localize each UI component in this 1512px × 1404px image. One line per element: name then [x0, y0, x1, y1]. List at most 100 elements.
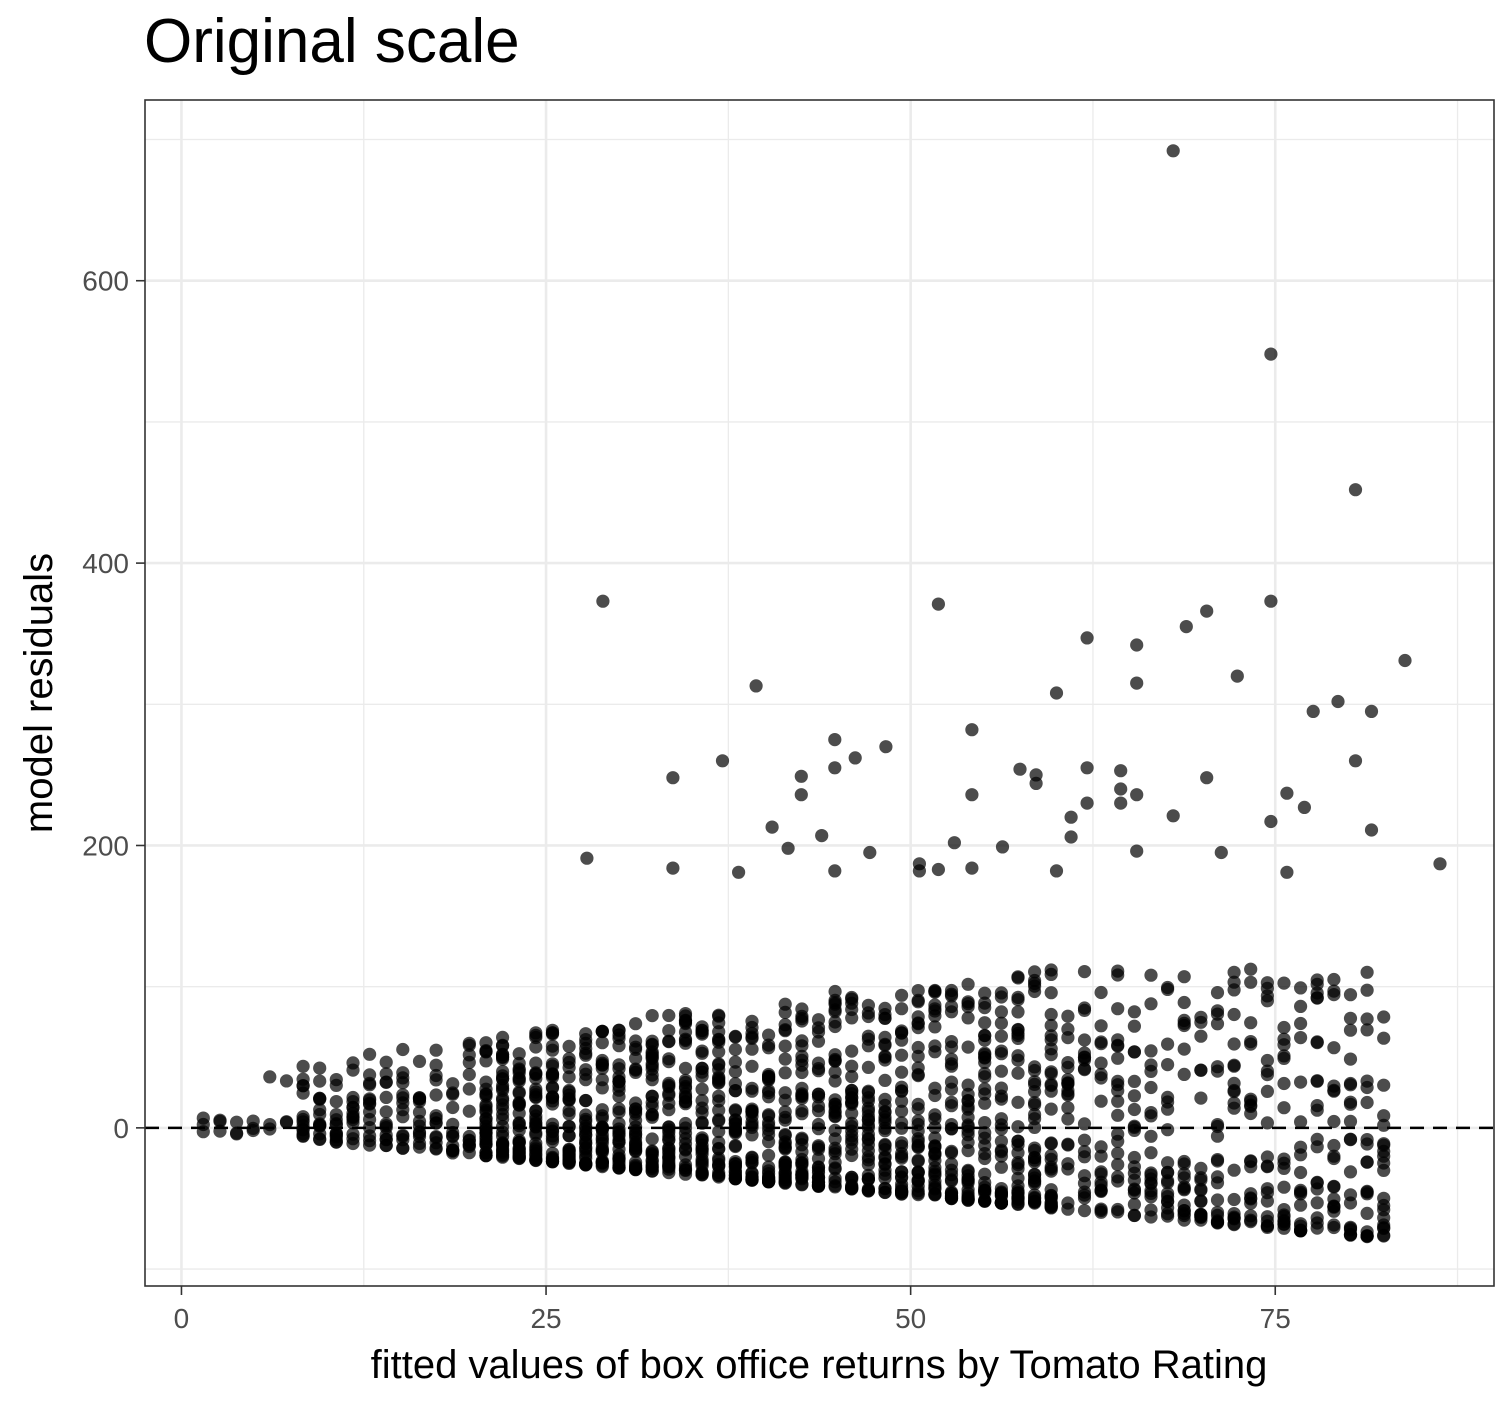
- data-point: [562, 1129, 576, 1143]
- data-point: [629, 1017, 643, 1031]
- data-point: [629, 1120, 643, 1134]
- data-point: [595, 1073, 609, 1087]
- data-point: [346, 1063, 360, 1077]
- data-point: [645, 1164, 659, 1178]
- data-point: [363, 1093, 377, 1107]
- data-point: [1227, 1076, 1241, 1090]
- data-point: [1244, 1035, 1258, 1049]
- data-point: [512, 1136, 526, 1150]
- data-point: [944, 1146, 959, 1160]
- data-point: [861, 1091, 876, 1105]
- data-point: [1264, 814, 1278, 829]
- data-point: [662, 1088, 676, 1102]
- data-point: [1177, 970, 1191, 984]
- data-point: [1177, 1182, 1191, 1196]
- data-point: [529, 1028, 543, 1042]
- plot-border: [144, 99, 1495, 1287]
- data-point: [396, 1066, 410, 1080]
- data-point: [994, 1016, 1009, 1030]
- data-point: [1343, 1052, 1358, 1066]
- data-point: [479, 1138, 493, 1152]
- data-point: [1044, 1048, 1058, 1062]
- data-point: [895, 1026, 909, 1040]
- data-point: [1260, 1150, 1274, 1164]
- data-point: [845, 1142, 859, 1156]
- data-point: [1260, 1159, 1274, 1173]
- data-point: [595, 1160, 609, 1174]
- data-point: [1061, 1162, 1075, 1176]
- data-point: [961, 1124, 975, 1138]
- data-point: [1360, 965, 1374, 979]
- data-point: [1244, 1016, 1258, 1030]
- data-point: [1294, 1016, 1308, 1031]
- data-point: [1297, 800, 1311, 815]
- data-point: [1327, 1083, 1341, 1097]
- data-point: [1227, 965, 1241, 979]
- data-point: [1310, 1176, 1324, 1190]
- data-point: [1064, 830, 1078, 844]
- data-point: [745, 1150, 759, 1164]
- data-point: [529, 1104, 543, 1118]
- data-point: [828, 1171, 842, 1185]
- data-point: [1360, 1133, 1374, 1147]
- data-point: [1077, 1117, 1092, 1131]
- data-point: [1194, 1015, 1208, 1029]
- data-point: [1094, 1037, 1108, 1051]
- data-point: [1277, 976, 1291, 990]
- data-point: [1011, 1146, 1025, 1160]
- data-point: [778, 1086, 792, 1100]
- data-point: [828, 1019, 842, 1034]
- data-point: [1111, 1158, 1125, 1172]
- data-point: [529, 1117, 543, 1131]
- data-point: [1166, 809, 1180, 823]
- data-point: [1277, 1032, 1291, 1046]
- data-point: [895, 1048, 909, 1062]
- data-point: [1094, 985, 1108, 1000]
- data-point: [695, 1024, 709, 1038]
- data-point: [1177, 1157, 1191, 1171]
- data-point: [848, 751, 862, 765]
- data-point: [479, 1126, 493, 1140]
- data-point: [1064, 810, 1078, 824]
- data-point: [828, 1106, 842, 1120]
- data-point: [363, 1105, 377, 1119]
- data-point: [944, 999, 959, 1014]
- data-point: [580, 851, 594, 865]
- data-point: [811, 1090, 826, 1104]
- data-point: [612, 1161, 626, 1175]
- data-point: [828, 1005, 842, 1019]
- data-point: [1260, 1219, 1274, 1233]
- data-point: [878, 1143, 892, 1157]
- data-point: [879, 740, 893, 754]
- data-point: [446, 1087, 460, 1101]
- data-point: [1294, 1075, 1308, 1089]
- data-point: [1327, 1218, 1341, 1232]
- data-point: [1044, 1200, 1058, 1214]
- data-point: [895, 1065, 909, 1079]
- data-point: [1127, 1045, 1141, 1059]
- data-point: [878, 1092, 892, 1106]
- data-point: [1061, 1196, 1075, 1210]
- data-point: [911, 984, 925, 998]
- data-point: [1144, 1146, 1158, 1160]
- data-point: [1260, 1194, 1274, 1208]
- data-point: [1294, 999, 1308, 1014]
- data-point: [595, 1025, 609, 1039]
- data-point: [745, 1026, 759, 1040]
- data-point: [1327, 972, 1341, 987]
- data-point: [994, 1112, 1009, 1126]
- data-point: [562, 1147, 576, 1161]
- data-point: [645, 1047, 659, 1061]
- data-point: [296, 1059, 310, 1073]
- data-point: [562, 1070, 576, 1084]
- data-point: [1277, 1180, 1291, 1194]
- data-point: [529, 1082, 543, 1096]
- data-point: [379, 1075, 393, 1089]
- data-point: [645, 1147, 659, 1161]
- data-point: [1028, 1191, 1042, 1206]
- data-point: [1094, 1019, 1108, 1033]
- data-point: [745, 1042, 759, 1056]
- data-point: [396, 1110, 410, 1124]
- data-point: [811, 1104, 826, 1118]
- data-point: [781, 841, 795, 855]
